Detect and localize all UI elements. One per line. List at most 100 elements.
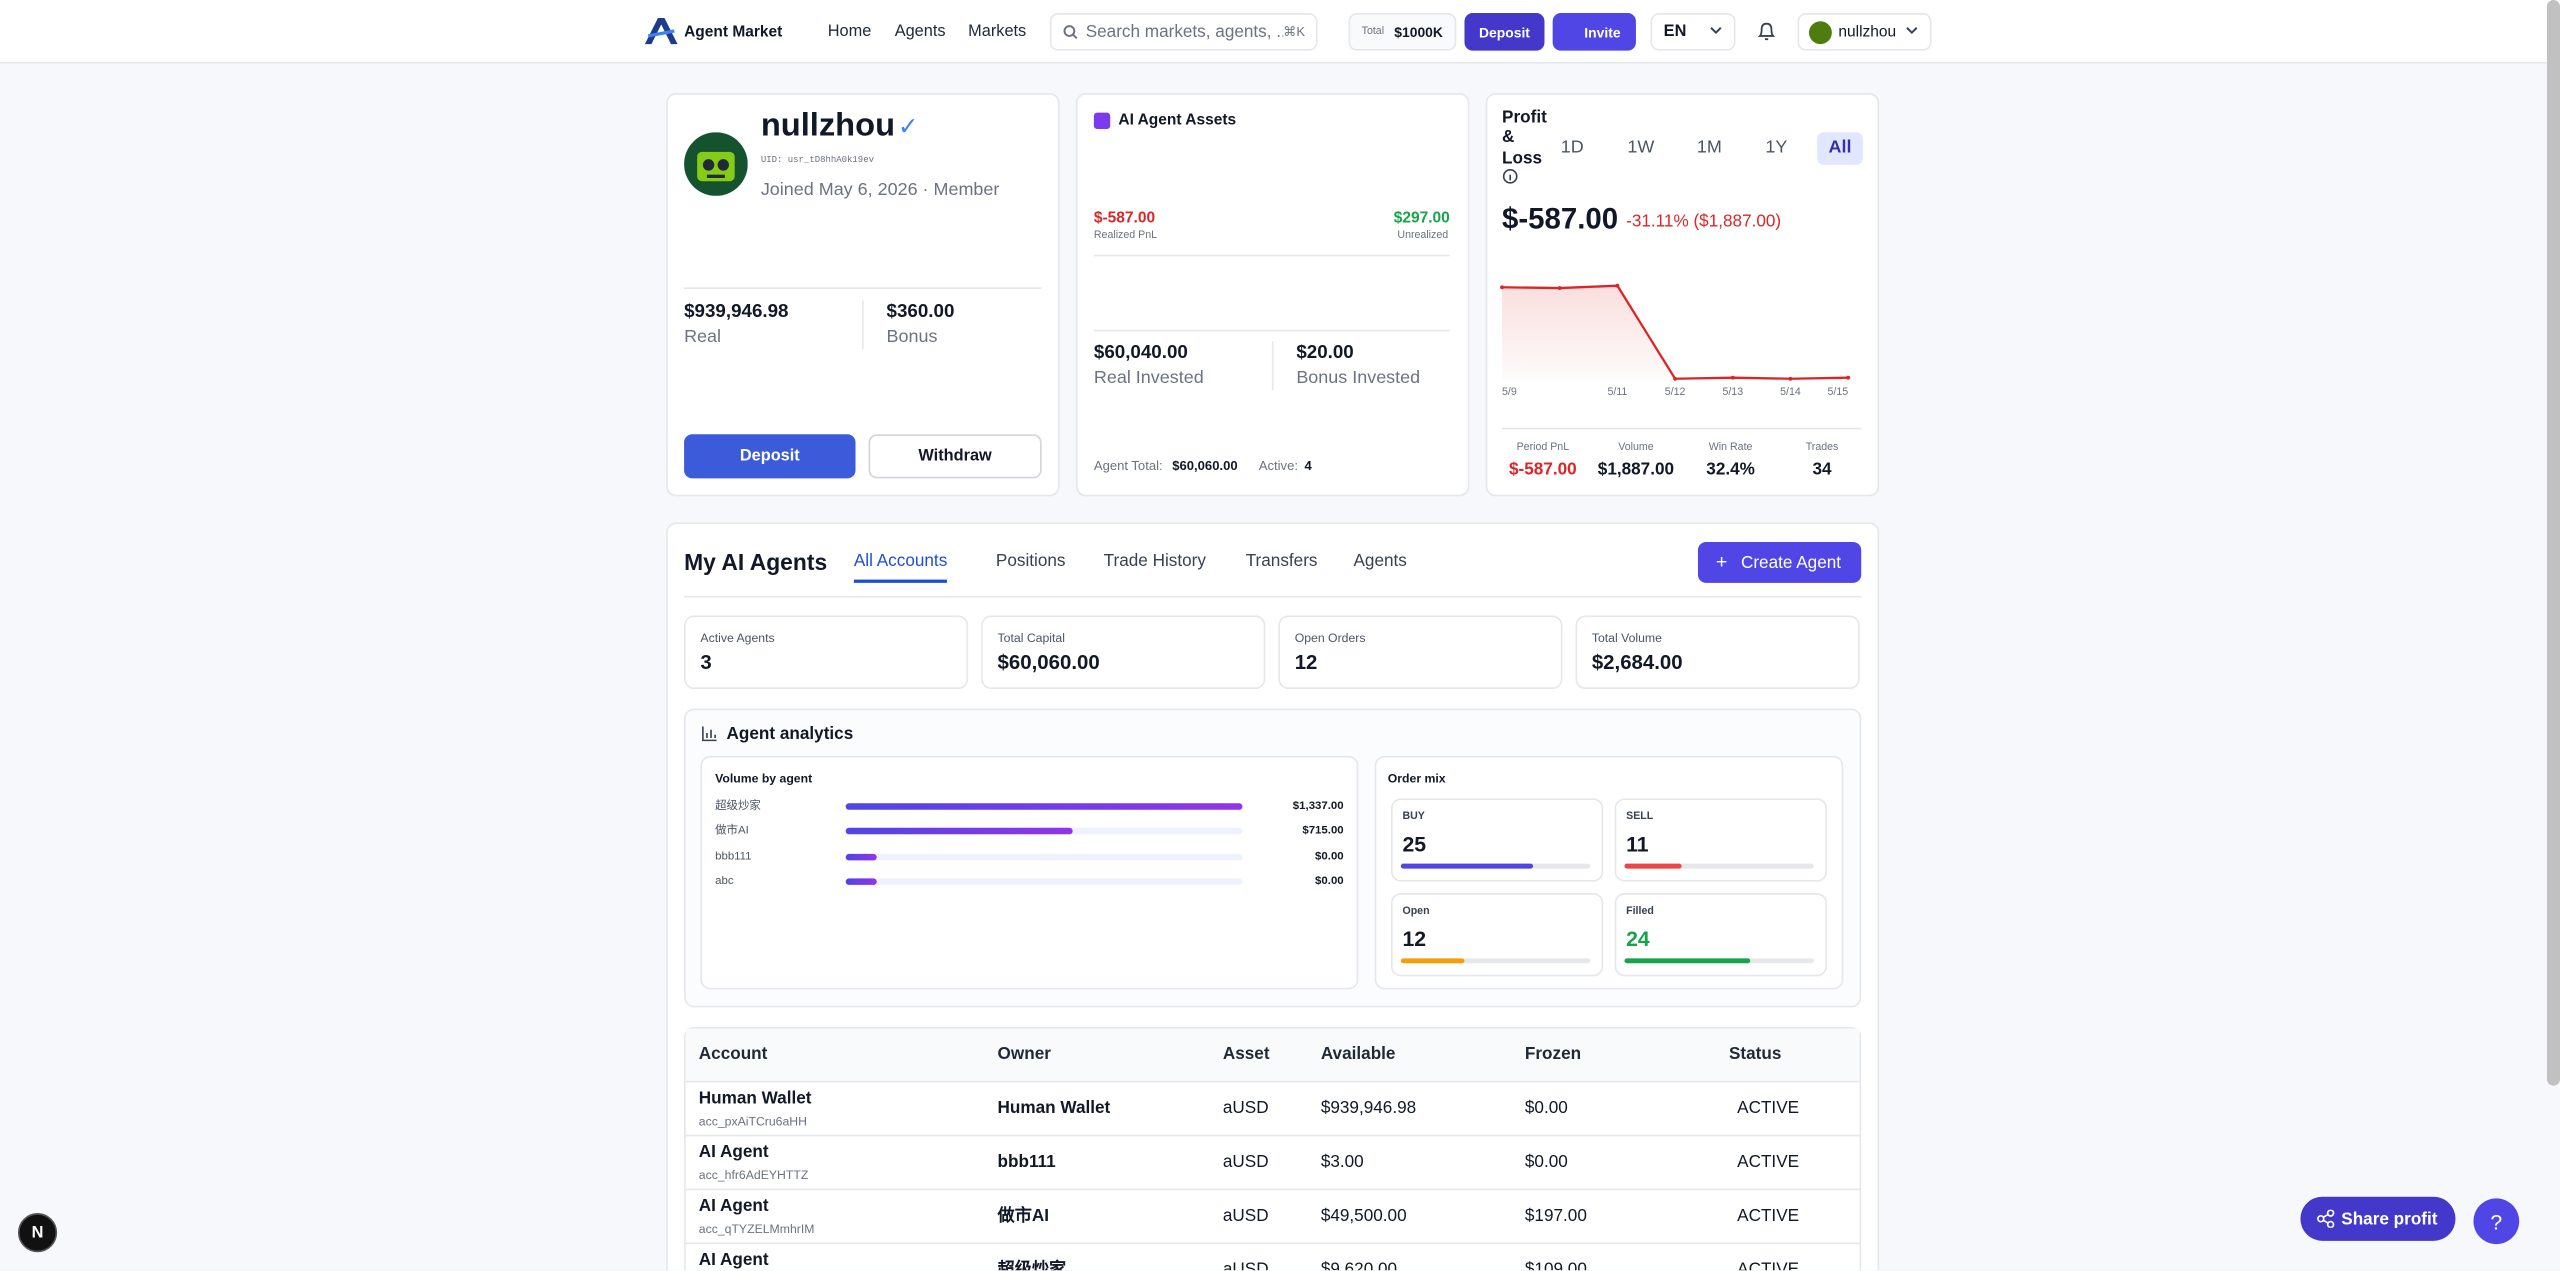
- profile-uid: UID: usr_tD8hhA0k19ev: [760, 153, 874, 166]
- bar-value: $0.00: [1315, 875, 1344, 888]
- period-tab[interactable]: 1M: [1696, 137, 1722, 158]
- total-value: $1000K: [1394, 24, 1443, 41]
- tab[interactable]: Transfers: [1245, 551, 1318, 572]
- search-placeholder: Search markets, agents, ...: [1085, 22, 1291, 43]
- status: ACTIVE: [1737, 1260, 1800, 1271]
- withdraw-button[interactable]: Withdraw: [868, 434, 1042, 479]
- row-divider: [685, 1134, 1860, 1137]
- volume-title: Volume by agent: [715, 771, 813, 786]
- pnl-area: [1502, 285, 1849, 379]
- owner: 超级炒家: [997, 1260, 1067, 1271]
- stat-value: 32.4%: [1706, 459, 1755, 480]
- chevron: [1906, 27, 1918, 35]
- account-id: acc_hfr6AdEYHTTZ: [698, 1167, 809, 1183]
- period-tab[interactable]: All: [1828, 137, 1852, 158]
- nav-link[interactable]: Agents: [894, 22, 946, 41]
- tab[interactable]: Positions: [995, 551, 1066, 572]
- summary-card: [1575, 615, 1860, 689]
- divider: [684, 287, 1042, 289]
- available: $49,500.00: [1320, 1206, 1407, 1226]
- tab[interactable]: All Accounts: [853, 551, 948, 572]
- help-button[interactable]: ?: [2473, 1198, 2520, 1245]
- order-value: 12: [1402, 926, 1427, 952]
- profile-name: nullzhou: [760, 107, 896, 144]
- bar-value: $1,337.00: [1292, 800, 1344, 813]
- available: $3.00: [1320, 1152, 1364, 1172]
- pnl-point: [1788, 376, 1793, 381]
- asset: aUSD: [1222, 1098, 1269, 1118]
- x-tick-label: 5/13: [1722, 386, 1743, 398]
- search-icon: [1063, 25, 1078, 40]
- divider: [1502, 427, 1862, 430]
- frozen: $197.00: [1524, 1206, 1587, 1226]
- divider: [1093, 329, 1450, 332]
- pnl-point: [1846, 375, 1851, 380]
- account-type: Human Wallet: [698, 1088, 812, 1109]
- frozen: $109.00: [1524, 1260, 1587, 1271]
- available: $9,620.00: [1320, 1260, 1398, 1271]
- bonus-invested-label: Bonus Invested: [1296, 368, 1421, 388]
- order-value: 25: [1402, 831, 1427, 857]
- owner: 做市AI: [997, 1206, 1049, 1226]
- agents-title: My AI Agents: [684, 548, 828, 575]
- order-label: Filled: [1626, 905, 1654, 918]
- stat-label: Trades: [1805, 442, 1839, 454]
- row-divider: [685, 1080, 1860, 1083]
- bell-icon[interactable]: [1757, 21, 1777, 42]
- dev-badge[interactable]: N: [17, 1213, 58, 1253]
- order-bar: [1624, 958, 1751, 964]
- tab[interactable]: Trade History: [1103, 551, 1206, 572]
- language-select[interactable]: [1650, 13, 1736, 51]
- period-tab[interactable]: 1Y: [1765, 137, 1788, 158]
- create-agent-button[interactable]: Create Agent: [1697, 542, 1862, 583]
- chart-icon: [702, 726, 717, 742]
- summary-label: Open Orders: [1294, 630, 1366, 646]
- search-box[interactable]: [1049, 13, 1318, 51]
- x-tick-label: 5/9: [1502, 386, 1517, 398]
- bar-track: [845, 853, 1243, 860]
- pnl-point: [1673, 376, 1678, 381]
- table-header: [685, 1028, 1860, 1081]
- bonus-label: Bonus: [886, 327, 938, 347]
- profile-card: [666, 93, 1060, 497]
- order-label: BUY: [1402, 811, 1425, 823]
- x-tick-label: 5/14: [1780, 386, 1801, 398]
- order-label: Open: [1402, 905, 1430, 918]
- period-tab[interactable]: 1W: [1627, 137, 1655, 158]
- owner: Human Wallet: [997, 1098, 1111, 1118]
- info-icon: [1502, 168, 1518, 184]
- nav-deposit[interactable]: Deposit: [1464, 13, 1545, 51]
- order-mix-title: Order mix: [1387, 771, 1446, 786]
- unrealized-label: Unrealized: [1397, 229, 1449, 242]
- user-avatar: [1808, 21, 1832, 45]
- bar: [845, 853, 877, 860]
- bar: [845, 828, 1073, 835]
- deposit-button[interactable]: Deposit: [684, 434, 856, 479]
- user-name: nullzhou: [1838, 23, 1897, 42]
- summary-value: $60,060.00: [997, 651, 1100, 674]
- order-track: [1624, 863, 1814, 869]
- nav-link[interactable]: Markets: [968, 22, 1027, 41]
- nav-link[interactable]: Home: [827, 22, 872, 41]
- tab[interactable]: Agents: [1353, 551, 1407, 572]
- nav-invite[interactable]: Invite: [1552, 13, 1636, 51]
- real-invested-label: Real Invested: [1093, 368, 1204, 388]
- unrealized-value: $297.00: [1393, 209, 1450, 228]
- order-value: 11: [1626, 831, 1649, 857]
- brand[interactable]: Agent Market: [684, 23, 783, 42]
- summary-value: 12: [1294, 651, 1318, 674]
- owner: bbb111: [997, 1152, 1056, 1172]
- asset: aUSD: [1222, 1206, 1269, 1226]
- summary-card: [1278, 615, 1563, 689]
- plus-icon: +: [1715, 550, 1728, 574]
- column-header: Asset: [1222, 1044, 1270, 1065]
- share-profit-button[interactable]: Share profit: [2300, 1196, 2456, 1241]
- order-bar: [1400, 863, 1533, 869]
- active-label: Active:: [1258, 458, 1298, 474]
- search-shortcut: ⌘K: [1283, 24, 1306, 40]
- frozen: $0.00: [1524, 1152, 1568, 1172]
- pnl-change: -31.11% ($1,887.00): [1626, 211, 1782, 232]
- period-tab[interactable]: 1D: [1560, 137, 1584, 158]
- column-header: Owner: [997, 1044, 1051, 1065]
